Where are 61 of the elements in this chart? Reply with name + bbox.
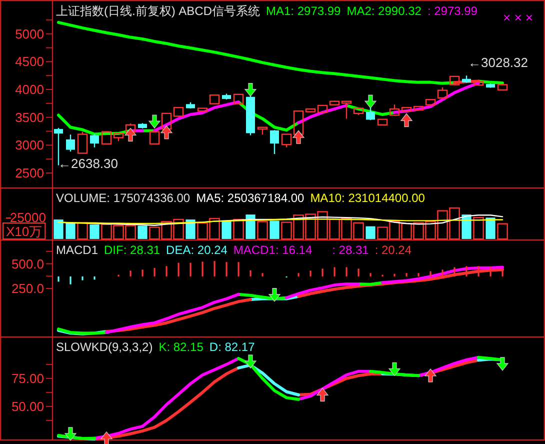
- bar: [497, 223, 508, 240]
- bar: [138, 226, 148, 239]
- chart-title: 上证指数(日线.前复权) ABCD信号系统: [56, 4, 260, 18]
- point: [244, 354, 256, 368]
- annotation: MA1: 2973.99: [266, 4, 342, 18]
- annotation: : 28.31: [332, 243, 370, 257]
- bar: [473, 217, 484, 240]
- y-tick-label: 5000: [15, 26, 44, 42]
- text: MA10: 231014400.00: [310, 191, 426, 205]
- annotation: MACD1: 16.14: [233, 243, 312, 257]
- y-tick-label: 4000: [15, 82, 44, 97]
- y-tick-label: 250.0: [11, 281, 44, 296]
- chart-title: SLOWKD(9,3,3,2): [56, 340, 153, 354]
- point: [316, 388, 328, 402]
- bar: [486, 218, 496, 239]
- annotation: K: 82.15: [158, 340, 204, 354]
- bar: [270, 220, 280, 239]
- point: [160, 125, 172, 140]
- annotation: ←3028.32: [468, 55, 528, 70]
- y-tick-label: 500.0: [11, 256, 44, 272]
- annotation: × × ×: [503, 10, 533, 25]
- point: [124, 128, 136, 142]
- bar: [462, 214, 472, 239]
- text: X10万: [6, 224, 42, 239]
- bar: [90, 224, 100, 239]
- point: [292, 130, 304, 144]
- y-tick-label: 4500: [15, 54, 44, 70]
- bar: [257, 221, 268, 240]
- point: [64, 427, 76, 441]
- annotation: DIF: 28.31: [104, 243, 160, 257]
- bar: [77, 222, 88, 240]
- bar: [222, 220, 232, 239]
- point: [100, 432, 112, 444]
- chart-title: MACD1: [56, 243, 98, 257]
- annotation: MA2: 2990.32: [346, 4, 422, 18]
- annotation: DEA: 20.24: [166, 243, 228, 257]
- point: [364, 94, 376, 108]
- y-tick-label: 50.00: [11, 398, 44, 414]
- bar: [246, 214, 256, 239]
- y-tick-label: 3500: [15, 110, 44, 125]
- point: [388, 362, 400, 376]
- text: 25000: [10, 210, 46, 225]
- point: [148, 114, 160, 128]
- annotation: : 20.24: [374, 243, 412, 257]
- text: MA5: 250367184.00: [196, 191, 305, 205]
- y-tick-label: 3000: [15, 138, 44, 153]
- y-tick-label: 75.00: [11, 370, 44, 386]
- bar: [54, 219, 64, 239]
- bar: [366, 226, 376, 239]
- bar: [66, 222, 76, 239]
- annotation: D: 82.17: [209, 340, 256, 354]
- point: [244, 82, 256, 97]
- bar: [233, 218, 244, 240]
- annotation: : 2973.99: [427, 4, 478, 18]
- y-tick-label: 2500: [15, 165, 44, 180]
- bar: [186, 219, 196, 239]
- point: [424, 368, 436, 382]
- annotation: ←2638.30: [58, 156, 118, 171]
- point: [496, 357, 508, 371]
- chart-title: VOLUME: 175074336.00: [56, 191, 190, 205]
- point: [400, 113, 412, 127]
